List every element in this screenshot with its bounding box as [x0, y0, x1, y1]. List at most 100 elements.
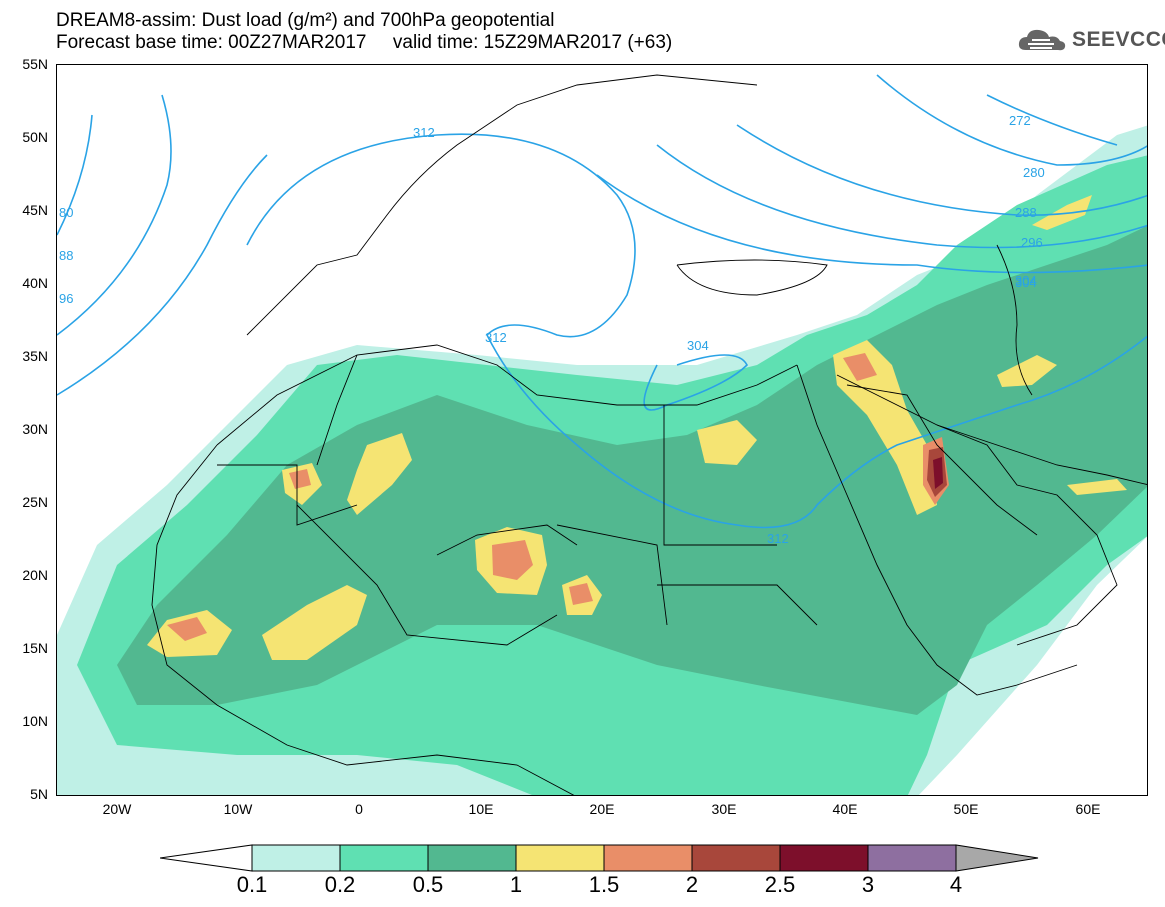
logo-text: SEEVCCC — [1072, 28, 1165, 51]
dust-band-1-i — [997, 355, 1057, 387]
lon-label-20w: 20W — [102, 801, 132, 817]
dust-band-1-d — [347, 433, 412, 515]
coastline-arabia — [836, 374, 1118, 646]
legend-arrow-low — [160, 844, 253, 872]
dust-load-map: 312 304 312 312 304 272 280 288 296 304 … — [56, 64, 1148, 796]
lon-label-0: 0 — [355, 801, 363, 817]
contour-label: 304 — [1015, 273, 1037, 288]
legend-label-0.1: 0.1 — [236, 872, 268, 897]
lat-label-40n: 40N — [22, 275, 48, 291]
lat-label-25n: 25N — [22, 494, 48, 510]
lon-label-50e: 50E — [953, 801, 979, 817]
contour-280 — [876, 74, 1147, 166]
coastline-north-africa — [216, 344, 798, 446]
lat-label-55n: 55N — [22, 56, 48, 72]
legend-label-3: 3 — [861, 872, 875, 897]
legend-label-2.5: 2.5 — [764, 872, 796, 897]
legend-swatch-3 — [867, 844, 957, 872]
border-libya-egypt — [663, 405, 777, 546]
legend-swatch-1.5 — [603, 844, 693, 872]
lat-label-45n: 45N — [22, 202, 48, 218]
contour-west-3 — [57, 114, 93, 236]
lat-label-50n: 50N — [22, 129, 48, 145]
map-canvas: 312 304 312 312 304 272 280 288 296 304 … — [57, 74, 1147, 795]
dust-band-2.5 — [933, 457, 943, 489]
coastline-red-sea — [796, 364, 1078, 696]
contour-label: 312 — [767, 531, 789, 546]
legend-label-1: 1 — [509, 872, 523, 897]
coastline-west-africa — [151, 444, 575, 795]
dust-band-1-h — [833, 340, 937, 515]
lat-label-30n: 30N — [22, 421, 48, 437]
legend-label-0.2: 0.2 — [324, 872, 356, 897]
dust-band-0.5 — [117, 225, 1147, 715]
lat-label-5n: 5N — [30, 786, 48, 802]
title-line-2: Forecast base time: 00Z27MAR2017 valid t… — [56, 32, 673, 53]
legend-label-2: 2 — [685, 872, 699, 897]
lon-label-30e: 30E — [711, 801, 737, 817]
contour-label: 288 — [1015, 205, 1037, 220]
dust-band-1.5-b — [289, 469, 311, 489]
legend-label-0.5: 0.5 — [412, 872, 444, 897]
contour-296 — [656, 144, 1147, 249]
coastline-europe — [246, 74, 758, 336]
legend-swatch-0.1 — [251, 844, 341, 872]
lon-label-10e: 10E — [468, 801, 494, 817]
lon-label-10w: 10W — [223, 801, 253, 817]
contour-label: 272 — [1009, 113, 1031, 128]
contour-label: 304 — [1015, 275, 1037, 290]
lon-label-40e: 40E — [832, 801, 858, 817]
legend-colorbar — [160, 844, 1039, 872]
lon-label-20e: 20E — [589, 801, 615, 817]
legend-swatch-2 — [691, 844, 781, 872]
contour-304-east — [596, 174, 1147, 274]
legend-arrow-high — [955, 844, 1039, 872]
map-title: DREAM8-assim: Dust load (g/m²) and 700hP… — [56, 10, 672, 54]
legend-swatch-2.5 — [779, 844, 869, 872]
border-mali — [296, 504, 558, 646]
border-algeria — [316, 354, 358, 466]
dust-band-1.5-e — [843, 353, 877, 381]
cloud-icon — [1018, 29, 1066, 51]
contour-label: 96 — [59, 291, 73, 306]
coastline-iran — [936, 424, 1147, 485]
border-west-sahara — [217, 464, 358, 526]
lat-label-20n: 20N — [22, 567, 48, 583]
legend-swatch-0.2 — [339, 844, 429, 872]
legend-label-1.5: 1.5 — [588, 872, 620, 897]
lat-label-15n: 15N — [22, 640, 48, 656]
dust-band-1.5-d — [569, 583, 593, 605]
dust-band-1-g — [697, 420, 757, 465]
lon-label-60e: 60E — [1075, 801, 1101, 817]
title-line-1: DREAM8-assim: Dust load (g/m²) and 700hP… — [56, 10, 555, 31]
coastlines — [151, 74, 1147, 795]
geopotential-contours — [57, 74, 1147, 529]
contour-272 — [986, 94, 1118, 146]
contour-label: 296 — [1021, 235, 1043, 250]
seevccc-logo: SEEVCCC — [1018, 26, 1165, 54]
dust-band-1.5-c — [492, 540, 533, 580]
legend-label-4: 4 — [949, 872, 963, 897]
border-chad — [556, 524, 668, 626]
contour-label: 304 — [687, 338, 709, 353]
lat-label-10n: 10N — [22, 713, 48, 729]
lat-label-35n: 35N — [22, 348, 48, 364]
contour-label: 88 — [59, 248, 73, 263]
contour-west-2 — [57, 94, 172, 336]
contour-west-1 — [57, 154, 268, 396]
contour-304 — [643, 354, 748, 411]
contour-312-south — [486, 334, 1147, 529]
contour-labels: 312 304 312 312 304 272 280 288 296 304 … — [59, 113, 1045, 546]
dust-band-1-b — [262, 585, 367, 660]
contour-label: 80 — [59, 205, 73, 220]
contour-312-north — [246, 133, 636, 338]
border-niger — [436, 524, 578, 556]
legend-swatch-1 — [515, 844, 605, 872]
contour-label: 312 — [485, 330, 507, 345]
coastline-black-sea — [676, 259, 828, 296]
dust-band-1-j — [1067, 479, 1127, 495]
border-sudan — [657, 584, 818, 626]
coastline-caspian — [996, 244, 1033, 396]
border-arabia — [846, 384, 1038, 536]
contour-label: 280 — [1023, 165, 1045, 180]
